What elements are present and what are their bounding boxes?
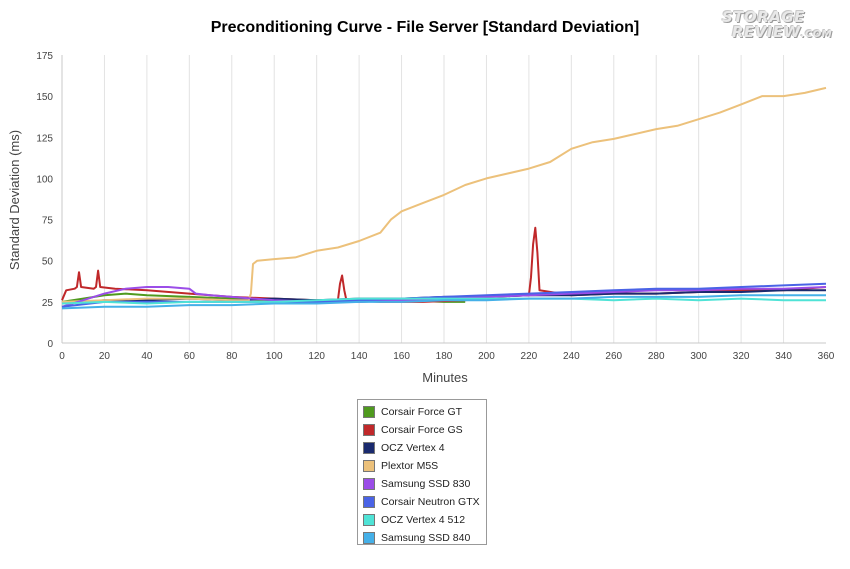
legend-item: Samsung SSD 840: [363, 529, 486, 547]
legend-swatch: [363, 496, 375, 508]
y-tick-label: 50: [42, 257, 54, 268]
legend-item: OCZ Vertex 4 512: [363, 511, 486, 529]
legend-label: OCZ Vertex 4: [381, 442, 445, 454]
legend-swatch: [363, 442, 375, 454]
y-axis-ticks: 0 25 50 75 100 125 150 175: [36, 51, 53, 350]
series-line-ocz-vertex-4-512: [61, 297, 826, 305]
x-tick-label: 180: [436, 351, 453, 362]
logo-line1: STORAGE: [722, 8, 806, 26]
x-tick-label: 60: [184, 351, 196, 362]
legend-item: Corsair Force GS: [363, 421, 486, 439]
x-tick-label: 280: [648, 351, 665, 362]
legend-label: Plextor M5S: [381, 460, 439, 472]
y-tick-label: 75: [42, 216, 54, 227]
legend-swatch: [363, 406, 375, 418]
logo-suffix: .COM: [800, 29, 833, 40]
y-tick-label: 125: [36, 133, 53, 144]
grid-lines: [103, 55, 785, 343]
legend-label: Corsair Force GS: [381, 424, 463, 436]
y-axis-label: Standard Deviation (ms): [7, 130, 22, 270]
legend-item: Corsair Neutron GTX: [363, 493, 486, 511]
chart-title: Preconditioning Curve - File Server [Sta…: [210, 19, 640, 36]
chart-legend: Corsair Force GT Corsair Force GS OCZ Vert…: [357, 399, 487, 545]
x-tick-label: 160: [393, 351, 410, 362]
y-tick-label: 25: [42, 298, 54, 309]
x-tick-label: 140: [351, 351, 368, 362]
legend-label: Corsair Neutron GTX: [381, 496, 480, 508]
x-tick-label: 0: [59, 351, 65, 362]
legend-item: Corsair Force GT: [363, 403, 486, 421]
series-line-plextor-m5s: [61, 86, 827, 303]
legend-item: Plextor M5S: [363, 457, 486, 475]
x-tick-label: 220: [521, 351, 538, 362]
series-line-samsung-ssd-840: [61, 294, 826, 310]
x-tick-label: 340: [775, 351, 792, 362]
legend-label: OCZ Vertex 4 512: [381, 514, 466, 526]
x-tick-label: 40: [141, 351, 153, 362]
legend-swatch: [363, 514, 375, 526]
legend-label: Samsung SSD 830: [381, 478, 471, 490]
x-tick-label: 20: [99, 351, 111, 362]
x-axis-ticks: 0 20 40 60 80 100 120 140 160 180 200 220 240 260 280 3…: [59, 351, 835, 362]
x-axis-label: Minutes: [422, 370, 468, 385]
x-tick-label: 200: [478, 351, 495, 362]
x-tick-label: 260: [605, 351, 622, 362]
legend-swatch: [363, 424, 375, 436]
y-tick-label: 100: [36, 174, 53, 185]
legend-swatch: [363, 478, 375, 490]
y-tick-label: 150: [36, 92, 53, 103]
legend-swatch: [363, 460, 375, 472]
legend-label: Corsair Force GT: [381, 406, 463, 418]
x-tick-label: 240: [563, 351, 580, 362]
x-tick-label: 300: [690, 351, 707, 362]
y-tick-label: 0: [47, 339, 53, 350]
y-tick-label: 175: [36, 51, 53, 62]
legend-item: Samsung SSD 830: [363, 475, 486, 493]
legend-item: OCZ Vertex 4: [363, 439, 486, 457]
x-tick-label: 100: [266, 351, 283, 362]
logo-line2: REVIEW: [732, 23, 801, 41]
x-tick-label: 360: [818, 351, 835, 362]
x-tick-label: 320: [733, 351, 750, 362]
line-chart: 0 20 40 60 80 100 120 140 160 180 200 220 240 260 280 3…: [7, 51, 835, 385]
legend-swatch: [363, 532, 375, 544]
series-lines: [61, 86, 827, 310]
axes: [61, 55, 826, 344]
x-tick-label: 80: [226, 351, 238, 362]
x-tick-label: 120: [308, 351, 325, 362]
legend-label: Samsung SSD 840: [381, 532, 471, 544]
storagereview-logo: STORAGE REVIEW.COM: [722, 10, 832, 44]
